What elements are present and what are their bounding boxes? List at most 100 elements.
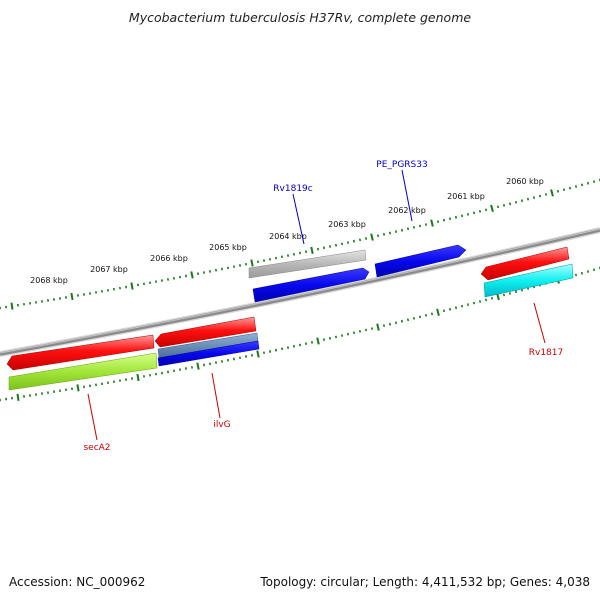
minor-tick	[586, 181, 590, 185]
minor-tick	[502, 293, 506, 297]
minor-tick	[556, 189, 560, 193]
minor-tick	[586, 270, 590, 273]
minor-tick	[442, 309, 446, 313]
minor-tick	[412, 316, 416, 320]
minor-tick	[484, 298, 488, 302]
ruler-label: 2068 kbp	[30, 276, 68, 285]
ruler-label: 2061 kbp	[447, 192, 485, 201]
gene-label-rv1817[interactable]: Rv1817	[529, 302, 563, 358]
minor-tick	[592, 180, 596, 184]
major-tick	[370, 233, 374, 241]
minor-tick	[574, 185, 578, 188]
minor-tick	[448, 217, 452, 221]
minor-tick	[298, 251, 302, 255]
minor-tick	[454, 215, 458, 219]
minor-tick	[394, 230, 398, 233]
minor-tick	[376, 234, 380, 238]
gene-feature-blue-pe-pgrs33[interactable]	[374, 244, 467, 278]
minor-tick	[508, 202, 512, 206]
minor-tick	[406, 227, 410, 231]
major-tick	[136, 373, 140, 382]
minor-tick	[514, 200, 518, 204]
gene-label-text: Rv1817	[529, 348, 563, 358]
gene-feature-red-ilvg[interactable]	[154, 316, 257, 348]
ruler-labels: 2068 kbp 2067 kbp 2066 kbp 2065 kbp 2064…	[30, 177, 544, 285]
minor-tick	[340, 242, 344, 246]
minor-tick	[304, 250, 308, 254]
gene-feature-grey[interactable]	[248, 249, 367, 279]
major-tick	[310, 246, 314, 255]
major-tick	[10, 302, 14, 310]
minor-tick	[508, 292, 512, 295]
minor-tick	[466, 303, 470, 306]
ruler-label: 2064 kbp	[269, 232, 307, 241]
minor-tick	[574, 273, 578, 277]
minor-tick	[532, 196, 536, 199]
major-tick	[376, 323, 380, 331]
minor-tick	[502, 203, 506, 207]
minor-tick	[544, 193, 548, 196]
gene-label-ilvg[interactable]: ilvG	[211, 372, 231, 430]
minor-tick	[472, 211, 476, 215]
minor-tick	[352, 331, 356, 335]
minor-tick	[538, 194, 542, 198]
lower-tick-row	[0, 266, 600, 402]
minor-tick	[298, 343, 302, 347]
major-tick	[76, 384, 80, 392]
gene-label-seca2[interactable]: secA2	[83, 393, 111, 453]
gene-feature-cyan-rv1817[interactable]	[483, 263, 574, 298]
minor-tick	[448, 307, 452, 311]
major-tick	[430, 219, 434, 227]
major-tick	[190, 271, 194, 279]
minor-tick	[418, 224, 422, 228]
minor-tick	[478, 209, 482, 213]
minor-tick	[340, 334, 344, 337]
minor-tick	[310, 340, 314, 344]
minor-tick	[334, 243, 338, 247]
minor-tick	[328, 245, 332, 248]
gene-label-rv1819c[interactable]: Rv1819c	[273, 184, 313, 245]
gene-feature-green-seca2[interactable]	[8, 352, 158, 391]
minor-tick	[358, 238, 362, 242]
minor-tick	[406, 318, 410, 322]
major-tick	[256, 350, 260, 358]
minor-tick	[580, 271, 584, 275]
minor-tick	[424, 313, 428, 317]
minor-tick	[382, 324, 386, 328]
minor-tick	[472, 301, 476, 305]
minor-tick	[388, 231, 392, 235]
gene-label-pe-pgrs33[interactable]: PE_PGRS33	[376, 160, 428, 222]
major-tick	[196, 362, 200, 370]
gene-label-text: ilvG	[213, 420, 230, 430]
minor-tick	[580, 183, 584, 187]
upper-tick-row	[0, 178, 600, 310]
major-tick	[550, 189, 554, 197]
minor-tick	[412, 225, 416, 229]
ruler-label: 2066 kbp	[150, 254, 188, 263]
gene-feature-blue-rv1819c[interactable]	[252, 267, 370, 303]
minor-tick	[520, 199, 524, 203]
major-tick	[490, 204, 494, 212]
minor-tick	[352, 239, 356, 243]
gene-feature-blue-ilvg[interactable]	[157, 340, 260, 367]
gene-label-text: Rv1819c	[273, 184, 312, 194]
minor-tick	[400, 319, 404, 323]
minor-tick	[454, 306, 458, 310]
gene-feature-red-seca2[interactable]	[6, 334, 155, 371]
major-tick	[16, 393, 20, 401]
minor-tick	[514, 290, 518, 294]
minor-tick	[436, 220, 440, 224]
minor-tick	[346, 241, 350, 244]
major-tick	[436, 308, 440, 316]
minor-tick	[460, 214, 464, 218]
minor-tick	[382, 232, 386, 236]
major-tick	[70, 292, 74, 301]
minor-tick	[358, 329, 362, 333]
minor-tick	[346, 332, 350, 336]
minor-tick	[562, 188, 566, 192]
minor-tick	[322, 338, 326, 342]
minor-tick	[442, 218, 446, 222]
gene-feature-red-rv1817[interactable]	[480, 246, 570, 281]
minor-tick	[394, 321, 398, 325]
genome-backbone	[0, 227, 600, 357]
